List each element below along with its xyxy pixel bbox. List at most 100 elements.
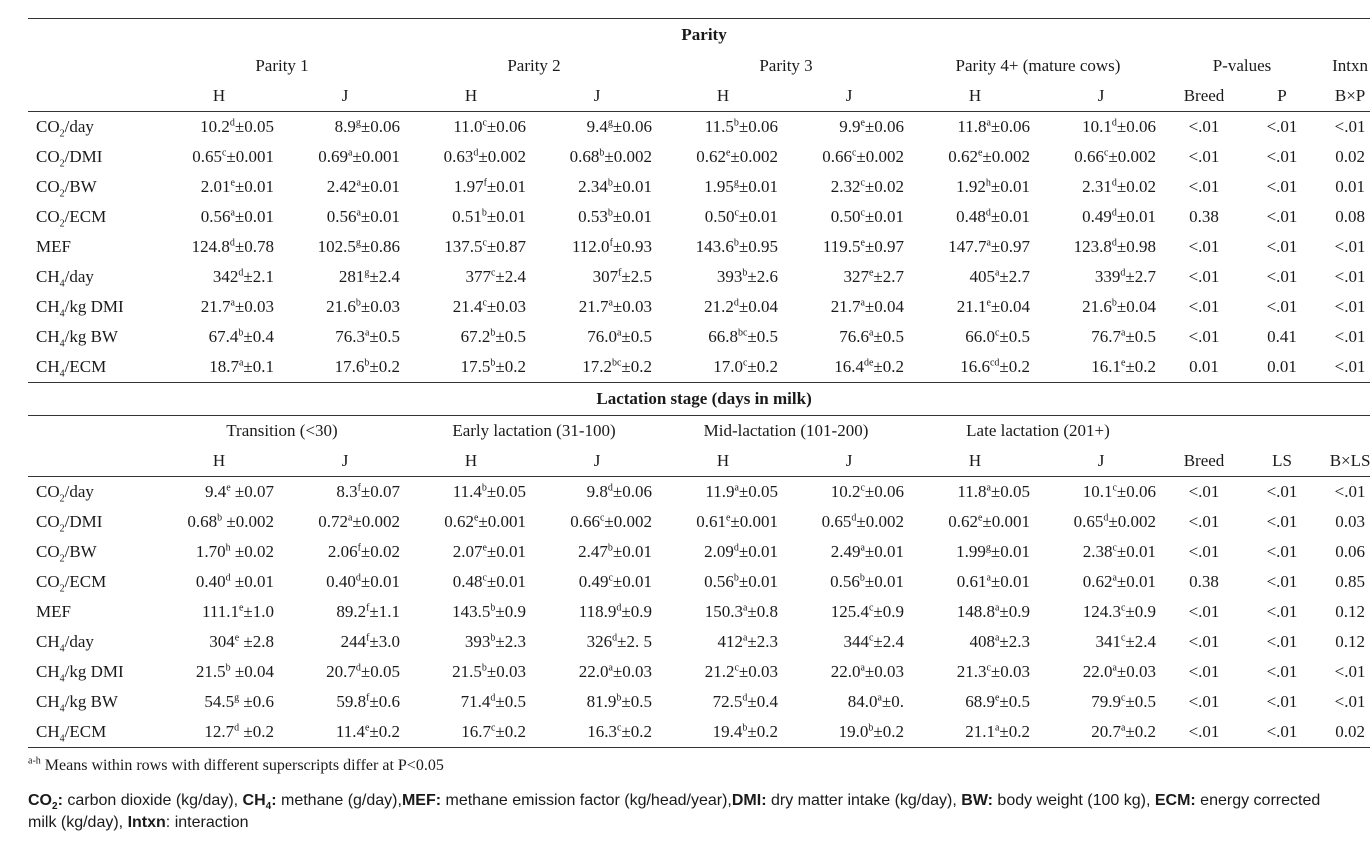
label-base: CH (36, 267, 60, 286)
mean-se: ±0.5 (1125, 692, 1156, 711)
mean-se: ±0.002 (1108, 147, 1156, 166)
mean-superscript: a (986, 572, 991, 584)
mean-cell: 22.0a±0.03 (786, 657, 912, 687)
parity-group-header: Parity 1 (255, 56, 309, 75)
mean-superscript: d (1111, 237, 1117, 249)
mean-value: 66.8 (708, 327, 738, 346)
mean-se: ±0.8 (747, 602, 778, 621)
mean-se: ±0.2 (1125, 357, 1156, 376)
mean-superscript: g (985, 542, 991, 554)
mean-cell: 79.9c±0.5 (1038, 687, 1164, 717)
mean-value: 10.1 (1082, 117, 1112, 136)
label-subscript: 2 (59, 158, 65, 170)
label-base: CO (36, 482, 60, 501)
subheader-cell: J (786, 446, 912, 477)
mean-se: ±0.03 (612, 297, 652, 316)
row-label: CO2/DMI (28, 507, 156, 537)
mean-se: ±0.5 (747, 327, 778, 346)
subheader-cell: B×P (1320, 81, 1370, 112)
mean-value: 326 (586, 632, 613, 651)
mean-value: 0.62 (948, 512, 978, 531)
mean-se: ±0.2 (495, 357, 526, 376)
mean-value: 21.3 (956, 662, 987, 681)
mean-cell: 147.7a±0.97 (912, 232, 1038, 262)
pvalue-cell: 0.01 (1164, 352, 1244, 383)
mean-value: 2.38 (1082, 542, 1113, 561)
mean-superscript: b (607, 542, 613, 554)
mean-superscript: c (742, 357, 748, 369)
mean-se: ±0.2 (747, 722, 778, 741)
mean-value: 2.49 (830, 542, 861, 561)
term-base: Intxn (127, 814, 166, 831)
mean-se: ±0.01 (738, 177, 778, 196)
mean-cell: 412a±2.3 (660, 627, 786, 657)
label-subscript: 2 (59, 523, 65, 535)
mean-se: ±0.2 (239, 722, 274, 741)
mean-cell: 81.9b±0.5 (534, 687, 660, 717)
mean-value: 0.68 (569, 147, 600, 166)
mean-value: 16.1 (1091, 357, 1121, 376)
mean-cell: 0.65d±0.002 (1038, 507, 1164, 537)
mean-value: 17.2 (582, 357, 612, 376)
mean-value: 137.5 (444, 237, 483, 256)
mean-superscript: d (1111, 177, 1117, 189)
abbreviation-definition: carbon dioxide (kg/day), (62, 792, 243, 809)
mean-value: 405 (969, 267, 995, 286)
mean-superscript: f (366, 692, 370, 704)
mean-cell: 0.62e±0.002 (912, 142, 1038, 172)
mean-value: 10.2 (830, 482, 861, 501)
mean-superscript: d (490, 692, 496, 704)
mean-cell: 22.0a±0.03 (1038, 657, 1164, 687)
table-row: CO2/day 10.2d±0.05 8.9g±0.06 11.0c±0.06 9.4g… (28, 112, 1370, 143)
mean-cell: 76.7a±0.5 (1038, 322, 1164, 352)
mean-superscript: c (1120, 692, 1126, 704)
mean-superscript: e (725, 147, 731, 159)
mean-value: 150.3 (704, 602, 743, 621)
mean-cell: 1.99g±0.01 (912, 537, 1038, 567)
mean-superscript: a (860, 297, 865, 309)
mean-superscript: e (725, 512, 731, 524)
pvalue-cell: <.01 (1334, 482, 1366, 501)
mean-se: ±2.4 (369, 267, 400, 286)
mean-cell: 0.62e±0.002 (660, 142, 786, 172)
row-label: CH4/ECM (28, 717, 156, 748)
mean-value: 17.5 (460, 357, 491, 376)
mean-cell: 0.40d±0.01 (282, 567, 408, 597)
mean-value: 20.7 (326, 662, 356, 681)
mean-se: ±0.002 (604, 512, 652, 531)
mean-cell: 0.65d±0.002 (786, 507, 912, 537)
mean-value: 84.0 (847, 692, 878, 711)
mean-superscript: e (238, 602, 244, 614)
mean-cell: 304e ±2.8 (156, 627, 282, 657)
mean-se: ±0.2 (369, 357, 400, 376)
subheader-cell: H (912, 81, 1038, 112)
label-subscript: 2 (59, 553, 65, 565)
mean-value: 112.0 (571, 237, 610, 256)
mean-se: ±2.4 (873, 632, 904, 651)
mean-superscript: f (357, 542, 361, 554)
label-suffix: /ECM (64, 722, 107, 741)
mean-superscript: a (356, 177, 361, 189)
mean-cell: 143.6b±0.95 (660, 232, 786, 262)
term-subscript: 4 (265, 801, 272, 813)
mean-se: ±0.04 (990, 297, 1030, 316)
label-subscript: 2 (59, 128, 65, 140)
mean-superscript: a (868, 327, 874, 339)
mean-value: 21.7 (578, 297, 609, 316)
mean-superscript: c (1112, 482, 1117, 494)
row-label: CO2/BW (28, 537, 156, 567)
abbreviation-definition: dry matter intake (kg/day), (766, 792, 962, 809)
mean-se: ±0.01 (486, 177, 526, 196)
row-label: CO2/DMI (28, 142, 156, 172)
subheader-cell: P (1244, 81, 1320, 112)
label-subscript: 4 (59, 733, 65, 745)
lactation-subheader-row: H J H J H J H J Breed LS B×LS (28, 446, 1370, 477)
table-row: CH4/kg DMI 21.5b ±0.04 20.7d±0.05 21.5b±0.0… (28, 657, 1370, 687)
mean-se: ±0.2 (621, 357, 652, 376)
mean-value: 2.06 (327, 542, 358, 561)
mean-superscript: c (734, 207, 739, 219)
mean-cell: 16.4de±0.2 (786, 352, 912, 383)
mean-cell: 2.09d±0.01 (660, 537, 786, 567)
footnote-superscript: a-h (28, 755, 41, 767)
mean-superscript: d (229, 117, 235, 129)
